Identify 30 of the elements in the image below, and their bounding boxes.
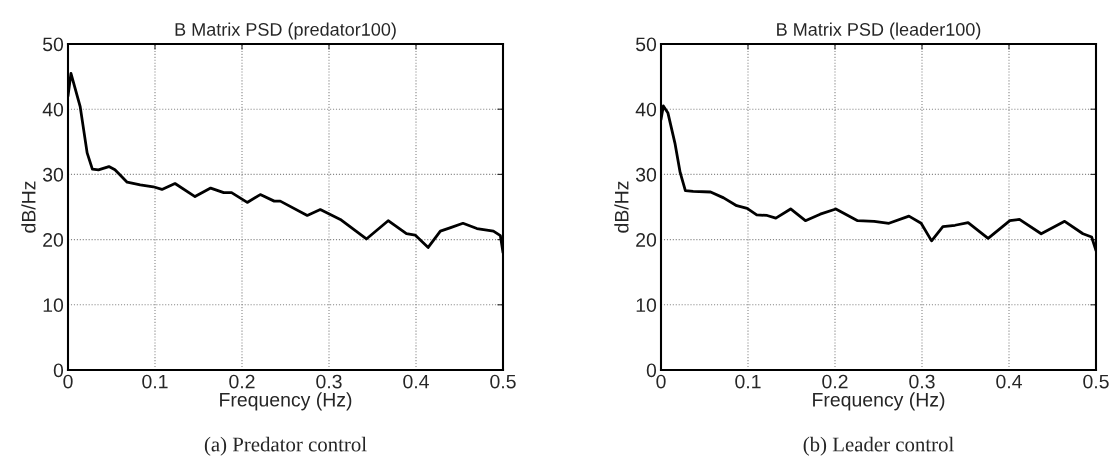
x-tick-label: 0.2 [822,374,848,389]
chart-title: B Matrix PSD (predator100) [175,22,396,40]
x-tick-label: 0.3 [316,374,342,389]
y-axis-title: dB/Hz [614,181,629,233]
x-tick-label: 0.4 [996,374,1022,389]
text: (b) Leader control [803,436,954,456]
y-tick-label: 20 [43,233,64,247]
x-tick-label: 0.3 [909,374,935,389]
x-tick-label: 0.4 [403,374,429,389]
y-tick-label: 10 [636,298,657,313]
x-tick-label: 0.1 [735,374,761,389]
text: (a) Predator control [204,436,367,456]
y-tick-label: 30 [635,167,657,182]
y-tick-label: 40 [635,102,657,117]
y-tick-label: 50 [42,37,64,52]
y-tick-label: 30 [42,167,64,182]
chart-title: B Matrix PSD (leader100) [777,22,981,40]
y-tick-label: 50 [635,37,657,52]
x-axis-title: Frequency (Hz) [813,392,945,411]
y-tick-label: 0 [646,363,657,378]
x-tick-label: 0.2 [229,374,255,389]
y-axis-title: dB/Hz [21,181,36,233]
x-tick-label: 0.5 [1083,374,1109,389]
y-tick-label: 20 [636,233,657,247]
y-tick-label: 40 [42,102,64,117]
x-axis-title: Frequency (Hz) [220,392,352,411]
y-tick-label: 0 [53,363,64,378]
y-tick-label: 10 [43,298,64,313]
x-tick-label: 0.1 [142,374,168,389]
x-tick-label: 0.5 [490,374,516,389]
